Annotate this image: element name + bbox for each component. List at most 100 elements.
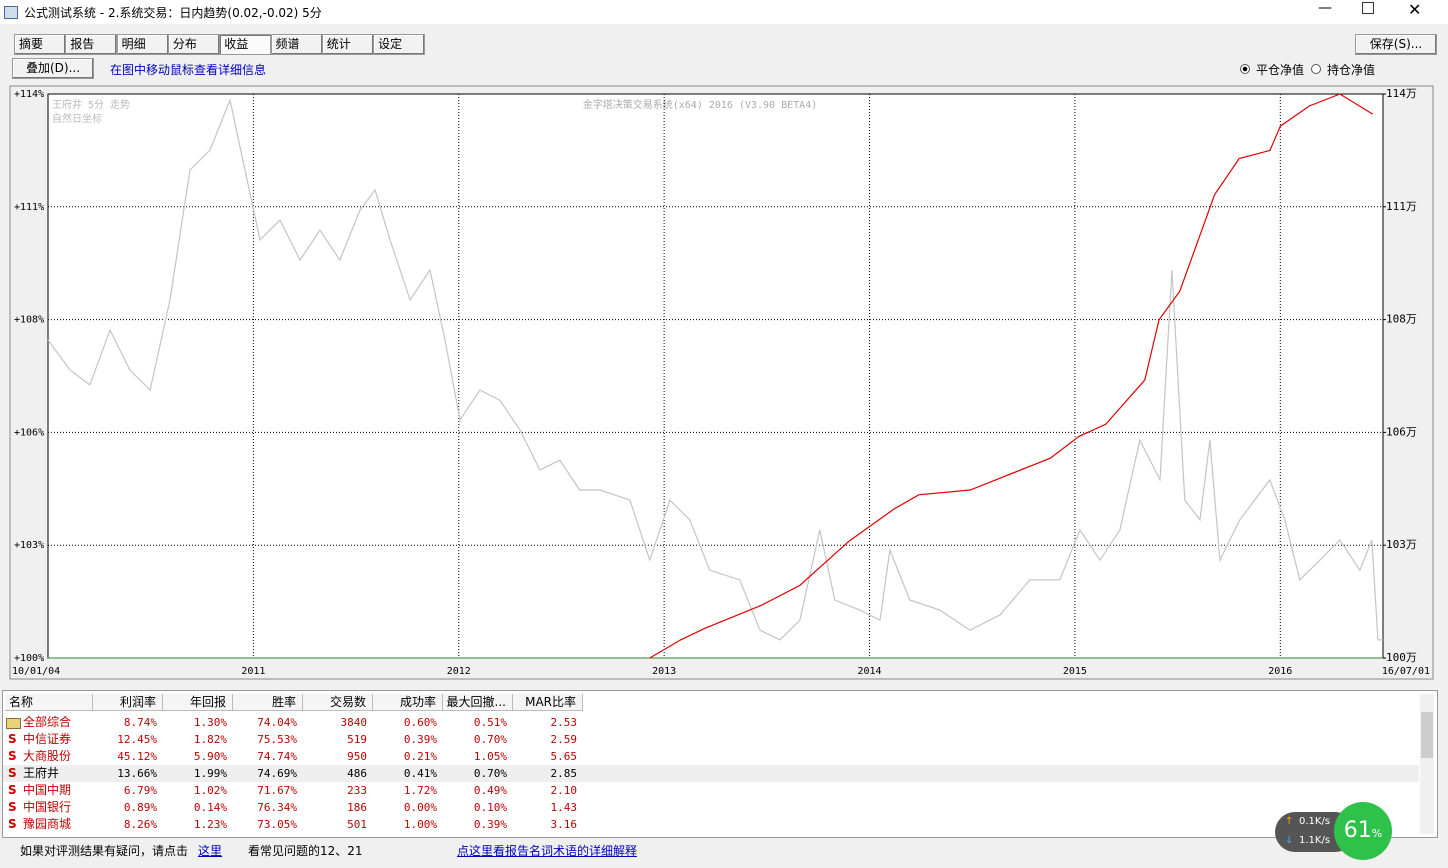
tab[interactable]: 设定 [373, 34, 426, 55]
x-tick-label: 2012 [447, 666, 471, 677]
radio-label[interactable]: 平仓净值 [1256, 63, 1305, 77]
row-icon: S [8, 766, 17, 780]
annotation: 自然日坐标 [52, 112, 102, 125]
table-cell: 0.49% [473, 784, 507, 797]
table-cell: 8.26% [123, 818, 157, 831]
radio-label[interactable]: 持仓净值 [1327, 63, 1376, 77]
table-cell: 1.30% [193, 716, 227, 729]
table-cell: 5.90% [193, 750, 227, 763]
y-tick-label: +103% [14, 540, 44, 551]
table-cell: 0.10% [473, 801, 507, 814]
table-cell: 2.10 [550, 784, 578, 797]
table-cell: 71.67% [257, 784, 297, 797]
y2-tick-label: 100万 [1386, 651, 1417, 664]
tab[interactable]: 分布 [167, 34, 220, 55]
table-cell: 2.85 [550, 767, 578, 780]
close[interactable]: ✕ [1408, 0, 1422, 19]
footer-faq: 看常见问题的12、21 [248, 844, 363, 858]
table-panel [2, 690, 1438, 838]
table-cell: 74.69% [257, 767, 297, 780]
row-icon: S [8, 732, 17, 746]
tab[interactable]: 统计 [321, 34, 374, 55]
glossary-link[interactable]: 点这里看报告名词术语的详细解释 [457, 844, 638, 858]
tab[interactable]: 摘要 [14, 34, 66, 55]
table-cell: 186 [347, 801, 367, 814]
row-highlight [3, 765, 1419, 782]
table-cell: 中国中期 [23, 783, 72, 797]
cpu-widget[interactable]: 61% [1334, 802, 1392, 860]
y2-tick-label: 103万 [1386, 538, 1417, 551]
table-cell: 0.89% [123, 801, 157, 814]
column-header[interactable]: 年回报 [163, 694, 233, 711]
table-cell: 0.39% [403, 733, 437, 746]
y2-tick-label: 106万 [1386, 425, 1417, 438]
up-arrow: ↑ [1285, 816, 1294, 827]
table-cell: 3840 [340, 716, 368, 729]
y-tick-label: +111% [14, 202, 44, 213]
table-cell: 8.74% [123, 716, 157, 729]
column-header[interactable]: 成功率 [373, 694, 443, 711]
column-header[interactable]: 利润率 [93, 694, 163, 711]
series-line [649, 93, 1374, 659]
radio[interactable] [1240, 64, 1250, 74]
title-bar: 公式测试系统 - 2.系统交易：日内趋势(0.02,-0.02) 5分 — ✕ [0, 0, 1448, 24]
table-cell: 1.05% [473, 750, 507, 763]
column-header[interactable]: 最大回撤... [443, 694, 513, 711]
column-header[interactable]: 名称 [5, 694, 93, 711]
tab[interactable]: 收益 [219, 34, 272, 55]
radio[interactable] [1311, 64, 1321, 74]
footer-text: 如果对评测结果有疑问，请点击 [20, 844, 189, 858]
x-tick-label: 2011 [241, 666, 265, 677]
x-tick-label: 2013 [652, 666, 676, 677]
table-cell: 45.12% [117, 750, 157, 763]
y2-tick-label: 114万 [1386, 87, 1417, 100]
x-tick-label: 2016 [1268, 666, 1292, 677]
cpu-unit: % [1371, 827, 1383, 840]
y-tick-label: +114% [14, 89, 44, 100]
tab[interactable]: 报告 [65, 34, 118, 55]
table-cell: 0.21% [403, 750, 437, 763]
table-cell: 0.39% [473, 818, 507, 831]
x-tick-label: 10/01/04 [12, 666, 60, 677]
save-button[interactable]: 保存(S)... [1355, 34, 1437, 55]
table-cell: 3.16 [550, 818, 578, 831]
table-cell: 233 [347, 784, 367, 797]
table-cell: 1.72% [403, 784, 437, 797]
column-header[interactable]: MAR比率 [513, 694, 583, 711]
plot-area [47, 93, 1384, 659]
y2-tick-label: 108万 [1386, 313, 1417, 326]
chart: 王府井 5分 走势 自然日坐标 金字塔决策交易系统(x64) 2016 (V3.… [9, 85, 1434, 680]
footer-link[interactable]: 这里 [198, 844, 223, 858]
table-cell: 2.59 [550, 733, 578, 746]
x-tick-label: 16/07/01 [1382, 666, 1430, 677]
table-cell: 大商股份 [23, 749, 72, 763]
overlay-button[interactable]: 叠加(D)... [12, 58, 94, 79]
table-cell: 中信证券 [23, 732, 72, 746]
download-speed: 1.1K/s [1299, 835, 1331, 846]
down-arrow: ↓ [1285, 835, 1294, 846]
tab[interactable]: 明细 [116, 34, 169, 55]
table-cell: 75.53% [257, 733, 297, 746]
y-tick-label: +100% [14, 653, 44, 664]
minimize[interactable]: — [1318, 0, 1332, 16]
maximize[interactable] [1362, 2, 1374, 14]
row-icon: S [8, 749, 17, 763]
column-header[interactable]: 交易数 [303, 694, 373, 711]
table-cell: 豫园商城 [23, 817, 72, 831]
table-cell: 501 [347, 818, 367, 831]
table-cell: 74.04% [257, 716, 297, 729]
hint: 在图中移动鼠标查看详细信息 [110, 63, 267, 77]
table-cell: 王府井 [23, 766, 60, 780]
table-cell: 1.43 [550, 801, 578, 814]
table-cell: 0.70% [473, 767, 507, 780]
table-cell: 486 [347, 767, 367, 780]
row-icon: S [8, 817, 17, 831]
table-cell: 0.51% [473, 716, 507, 729]
y-tick-label: +106% [14, 427, 44, 438]
table-cell: 519 [347, 733, 367, 746]
table-cell: 0.41% [403, 767, 437, 780]
scrollbar[interactable] [1420, 694, 1434, 834]
table-cell: 76.34% [257, 801, 297, 814]
y-tick-label: +108% [14, 315, 44, 326]
column-header[interactable]: 胜率 [233, 694, 303, 711]
